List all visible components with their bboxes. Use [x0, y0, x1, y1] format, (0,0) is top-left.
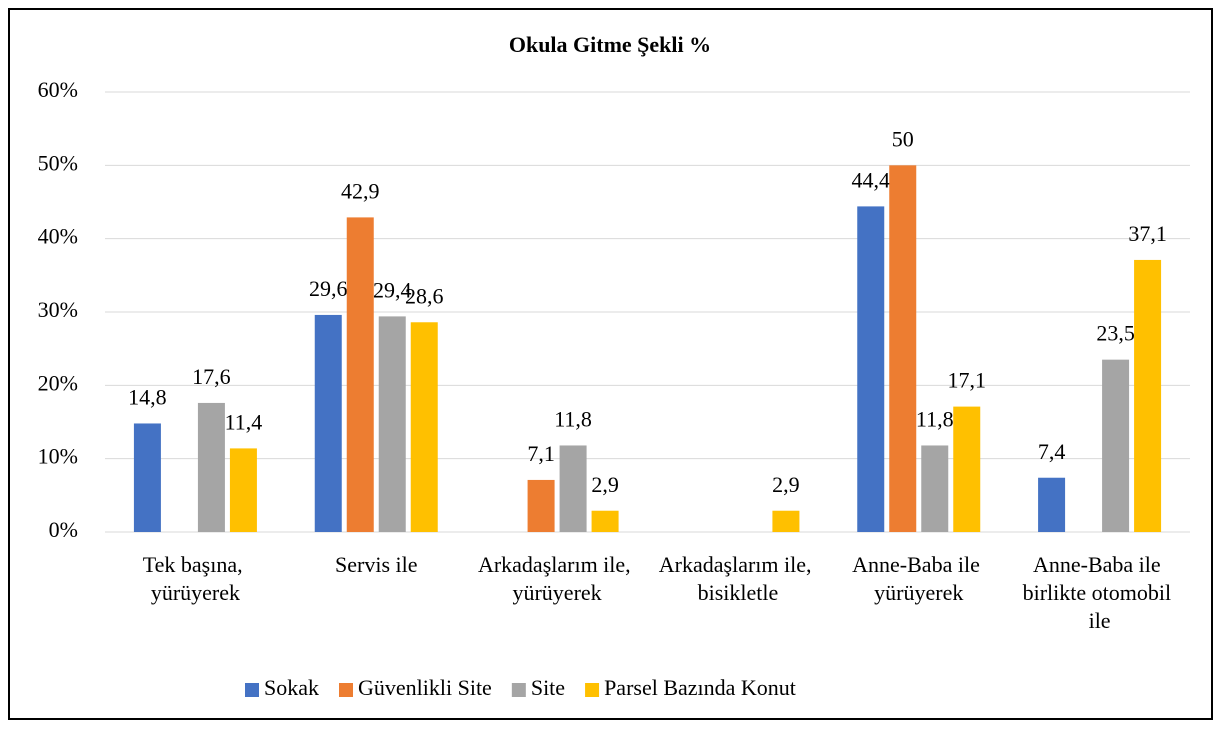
value-label: 11,8 — [916, 407, 954, 432]
bar — [378, 316, 406, 532]
value-label: 17,1 — [948, 368, 987, 393]
legend-label: Parsel Bazında Konut — [604, 675, 796, 700]
bar — [410, 322, 438, 532]
bar — [133, 423, 161, 532]
bar — [772, 510, 800, 532]
legend-label: Site — [531, 675, 565, 700]
bar — [1038, 477, 1066, 532]
x-tick-label: Arkadaşlarım ile, yürüyerek — [478, 552, 636, 605]
chart-frame — [8, 8, 1213, 720]
value-label: 2,9 — [591, 472, 619, 497]
value-label: 11,4 — [225, 409, 263, 434]
bar — [346, 217, 374, 532]
value-label: 17,6 — [192, 364, 231, 389]
bar — [857, 206, 885, 532]
bar — [1102, 359, 1130, 532]
legend-swatch — [585, 683, 600, 697]
legend-swatch — [339, 683, 353, 697]
bar — [229, 448, 257, 532]
y-tick-label: 20% — [38, 370, 78, 395]
value-label: 28,6 — [405, 283, 444, 308]
value-label: 50 — [892, 126, 914, 151]
bar — [591, 510, 619, 532]
y-tick-label: 30% — [38, 297, 78, 322]
legend-swatch — [511, 683, 526, 697]
bar — [921, 445, 949, 532]
chart-title: Okula Gitme Şekli % — [509, 32, 711, 57]
bar — [953, 406, 981, 532]
value-label: 44,4 — [852, 167, 891, 192]
bar — [1134, 259, 1162, 532]
bar — [314, 314, 342, 532]
value-label: 11,8 — [554, 407, 592, 432]
value-label: 7,4 — [1038, 439, 1066, 464]
y-tick-label: 40% — [38, 224, 78, 249]
legend-swatch — [245, 683, 259, 697]
value-label: 42,9 — [341, 178, 380, 203]
value-label: 29,4 — [373, 277, 412, 302]
bar — [197, 402, 225, 532]
x-tick-label: Anne-Baba ile yürüyerek — [852, 552, 985, 605]
x-tick-label: Tek başına, yürüyerek — [143, 552, 248, 605]
x-tick-label: Servis ile — [335, 552, 418, 577]
x-tick-label: Arkadaşlarım ile, bisikletle — [659, 552, 817, 605]
legend-label: Sokak — [264, 675, 319, 700]
legend-label: Güvenlikli Site — [358, 675, 492, 700]
y-tick-label: 60% — [38, 77, 78, 102]
bar — [527, 479, 555, 532]
y-tick-label: 10% — [38, 444, 78, 469]
value-label: 29,6 — [309, 276, 348, 301]
value-label: 14,8 — [128, 385, 167, 410]
bar — [559, 445, 587, 532]
value-label: 37,1 — [1128, 221, 1167, 246]
y-tick-label: 0% — [49, 517, 78, 542]
value-label: 23,5 — [1096, 321, 1135, 346]
bar — [889, 165, 917, 533]
value-label: 2,9 — [772, 472, 800, 497]
y-tick-label: 50% — [38, 150, 78, 175]
value-label: 7,1 — [527, 441, 555, 466]
x-tick-label: Anne-Baba ile birlikte otomobil ile — [1023, 552, 1177, 633]
